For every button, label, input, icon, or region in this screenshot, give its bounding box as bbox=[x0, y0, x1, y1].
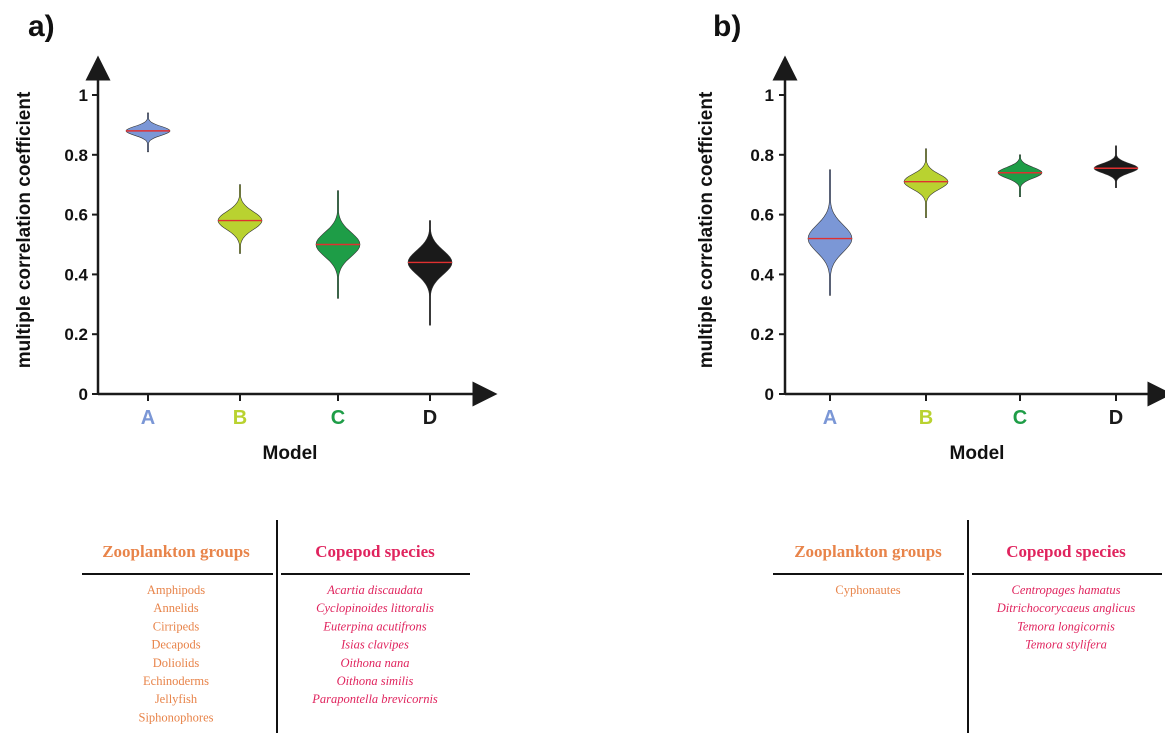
zooplankton-group-item: Annelids bbox=[153, 601, 198, 615]
copepod-species-item: Oithona similis bbox=[337, 674, 414, 688]
violin-a bbox=[125, 112, 171, 153]
y-tick-label: 1 bbox=[79, 86, 88, 105]
copepod-species-item: Cyclopinoides littoralis bbox=[316, 601, 434, 615]
y-tick-label: 0.2 bbox=[750, 325, 774, 344]
copepod-species-item: Acartia discaudata bbox=[326, 583, 422, 597]
panel-label: a) bbox=[28, 10, 55, 43]
zooplankton-list: Cyphonautes bbox=[835, 583, 900, 597]
y-tick-label: 0 bbox=[765, 385, 774, 404]
chart-panel-b: b) multiple correlation coefficient Mode… bbox=[696, 10, 1165, 464]
copepod-species-item: Isias clavipes bbox=[340, 638, 409, 652]
zooplankton-group-item: Siphonophores bbox=[139, 710, 214, 724]
copepod-species-item: Parapontella brevicornis bbox=[311, 692, 438, 706]
x-tick-label-d: D bbox=[423, 407, 437, 429]
copepod-species-item: Temora longicornis bbox=[1017, 619, 1115, 633]
species-table-a: Zooplankton groups Copepod species Amphi… bbox=[82, 520, 470, 733]
y-tick-label: 0.4 bbox=[64, 265, 88, 284]
copepod-species-header: Copepod species bbox=[315, 542, 435, 561]
chart-panel-a: a) multiple correlation coefficient Mode… bbox=[14, 10, 498, 464]
zooplankton-groups-header: Zooplankton groups bbox=[794, 542, 942, 561]
zooplankton-groups-header: Zooplankton groups bbox=[102, 542, 250, 561]
y-tick-label: 0.6 bbox=[750, 206, 774, 225]
copepod-list: Acartia discaudata Cyclopinoides littoral… bbox=[311, 583, 438, 706]
y-tick-label: 0.4 bbox=[750, 265, 774, 284]
violin-c bbox=[997, 154, 1043, 197]
copepod-species-item: Euterpina acutifrons bbox=[322, 619, 426, 633]
y-tick-label: 0.6 bbox=[64, 206, 88, 225]
x-tick-label-a: A bbox=[141, 407, 155, 429]
violin-a bbox=[807, 169, 853, 296]
copepod-species-item: Oithona nana bbox=[340, 656, 409, 670]
copepod-species-item: Ditrichocorycaeus anglicus bbox=[996, 601, 1136, 615]
y-tick-label: 0 bbox=[79, 385, 88, 404]
zooplankton-group-item: Cyphonautes bbox=[835, 583, 900, 597]
copepod-species-item: Centropages hamatus bbox=[1012, 583, 1121, 597]
violin-d bbox=[407, 220, 453, 326]
x-tick-label-b: B bbox=[233, 407, 247, 429]
panel-label: b) bbox=[713, 10, 741, 43]
zooplankton-list: Amphipods Annelids Cirripeds Decapods Doliol… bbox=[139, 583, 214, 724]
x-tick-label-d: D bbox=[1109, 407, 1123, 429]
y-axis-title: multiple correlation coefficient bbox=[14, 91, 35, 368]
zooplankton-group-item: Jellyfish bbox=[155, 692, 198, 706]
violin-b bbox=[217, 184, 263, 254]
copepod-species-item: Temora stylifera bbox=[1025, 638, 1107, 652]
species-table-b: Zooplankton groups Copepod species Cypho… bbox=[773, 520, 1162, 733]
x-tick-label-b: B bbox=[919, 407, 933, 429]
violin-b bbox=[903, 148, 949, 218]
zooplankton-group-item: Amphipods bbox=[147, 583, 205, 597]
x-axis-title: Model bbox=[263, 443, 318, 464]
x-tick-label-a: A bbox=[823, 407, 837, 429]
y-axis-title: multiple correlation coefficient bbox=[696, 91, 717, 368]
x-axis-title: Model bbox=[950, 443, 1005, 464]
zooplankton-group-item: Doliolids bbox=[153, 656, 200, 670]
zooplankton-group-item: Cirripeds bbox=[153, 619, 200, 633]
zooplankton-group-item: Decapods bbox=[151, 638, 200, 652]
y-tick-label: 0.8 bbox=[750, 146, 774, 165]
plot-area: 0 0.2 0.4 0.6 0.8 1 A B C D bbox=[64, 55, 498, 429]
zooplankton-group-item: Echinoderms bbox=[143, 674, 209, 688]
copepod-list: Centropages hamatus Ditrichocorycaeus ang… bbox=[996, 583, 1136, 652]
y-tick-label: 1 bbox=[765, 86, 774, 105]
y-tick-label: 0.8 bbox=[64, 146, 88, 165]
copepod-species-header: Copepod species bbox=[1006, 542, 1126, 561]
x-tick-label-c: C bbox=[331, 407, 345, 429]
y-tick-label: 0.2 bbox=[64, 325, 88, 344]
plot-area: 0 0.2 0.4 0.6 0.8 1 A B C D bbox=[750, 55, 1165, 429]
x-tick-label-c: C bbox=[1013, 407, 1027, 429]
violin-d bbox=[1093, 145, 1139, 188]
